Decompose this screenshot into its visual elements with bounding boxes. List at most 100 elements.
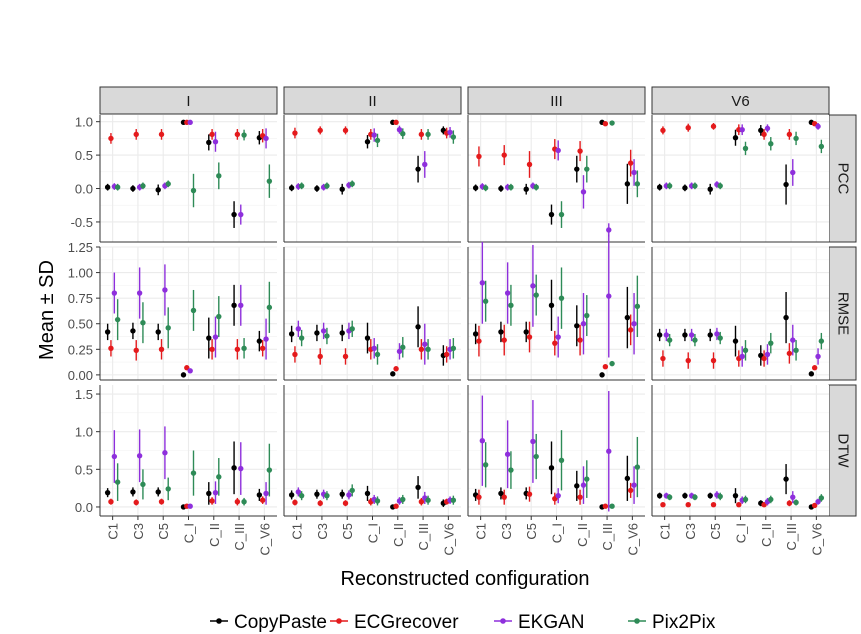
point-ecgrecover [710,123,717,130]
point-pix2pix [114,184,121,190]
point-copypaste [624,475,631,482]
point-ekgan [396,348,403,355]
point-ecgrecover [108,345,114,351]
y-tick-label-dtw: 1.0 [75,425,93,440]
y-axis-title: Mean ± SD [36,260,58,360]
point-ekgan [714,331,720,337]
point-copypaste [314,185,320,192]
legend-dot-copypaste [216,618,222,624]
x-tick-label-c3: C3 [315,523,330,540]
point-ecgrecover [660,127,666,134]
point-copypaste [314,330,320,336]
point-copypaste [256,338,263,344]
point-pix2pix [140,183,146,189]
point-pix2pix [717,183,723,189]
point-ecgrecover [685,502,691,508]
point-ekgan [111,453,118,460]
point-copypaste [104,329,111,335]
strip-label-iii: III [550,93,563,110]
point-ekgan [663,332,670,338]
point-ecgrecover [786,350,793,357]
point-pix2pix [241,498,247,505]
point-pix2pix [558,211,565,218]
point-ekgan [504,290,511,296]
point-pix2pix [165,181,171,187]
point-copypaste [574,323,580,329]
point-pix2pix [216,313,222,320]
point-pix2pix [793,135,799,142]
x-tick-label-c3: C3 [499,523,514,540]
point-pix2pix [349,326,355,332]
x-tick-label-c-i: C_I [734,523,749,543]
point-pix2pix [450,345,457,351]
point-ecgrecover [685,357,691,364]
point-pix2pix [190,470,197,476]
point-ekgan [580,321,587,327]
point-copypaste [574,166,580,172]
point-pix2pix [349,487,355,494]
point-ecgrecover [133,499,139,506]
x-tick-label-c1: C1 [658,523,673,540]
point-ekgan [320,328,327,334]
point-copypaste [130,185,136,192]
point-copypaste [339,330,345,336]
x-tick-label-c5: C5 [156,523,171,540]
point-copypaste [231,211,237,218]
x-tick-label-c-iii: C_III [784,523,799,550]
point-ecgrecover [476,494,482,500]
point-copypaste [707,332,713,338]
point-ecgrecover [685,125,691,131]
x-tick-label-c-v6: C_V6 [625,523,640,556]
point-ekgan [555,334,561,340]
point-pix2pix [818,338,825,344]
x-tick-label-c-iii: C_III [232,523,247,550]
point-copypaste [364,335,371,341]
x-tick-label-c-v6: C_V6 [441,523,456,556]
point-copypaste [783,476,789,482]
point-ekgan [212,489,219,496]
point-ecgrecover [660,502,666,508]
point-pix2pix [558,295,565,301]
y-tick-label-rmse: 1.25 [68,240,93,255]
point-pix2pix [482,462,489,468]
point-pix2pix [666,494,673,500]
strip-rmse [828,246,857,381]
x-tick-label-c-v6: C_V6 [257,523,272,556]
x-tick-label-c-ii: C_II [575,523,590,547]
strip-v6 [651,86,830,115]
point-ecgrecover [476,338,482,344]
point-pix2pix [533,453,539,460]
point-ekgan [790,494,796,500]
point-pix2pix [400,496,406,503]
point-ecgrecover [577,337,583,343]
point-pix2pix [324,492,330,499]
point-copypaste [130,328,136,334]
point-pix2pix [533,184,539,190]
point-ecgrecover [602,503,609,509]
point-copypaste [732,338,739,344]
point-copypaste [599,372,605,378]
y-tick-label-pcc: 0.0 [75,182,93,197]
point-pix2pix [742,145,749,152]
point-ecgrecover [158,346,165,353]
point-copypaste [155,329,161,335]
point-copypaste [758,127,764,134]
point-ecgrecover [259,345,266,351]
point-ecgrecover [393,366,399,372]
point-copypaste [682,332,688,338]
strip-ii [283,86,462,115]
point-ecgrecover [317,353,323,360]
strip-iii [467,86,646,115]
point-copypaste [231,465,237,471]
point-copypaste [498,329,504,335]
point-pix2pix [768,340,774,346]
point-pix2pix [374,498,381,504]
point-pix2pix [508,467,514,473]
y-tick-label-dtw: 0.0 [75,500,93,515]
point-pix2pix [634,464,641,470]
point-pix2pix [818,143,825,150]
point-copypaste [682,185,688,191]
point-ecgrecover [602,364,609,370]
x-tick-label-c-i: C_I [550,523,565,543]
point-ecgrecover [761,131,767,138]
